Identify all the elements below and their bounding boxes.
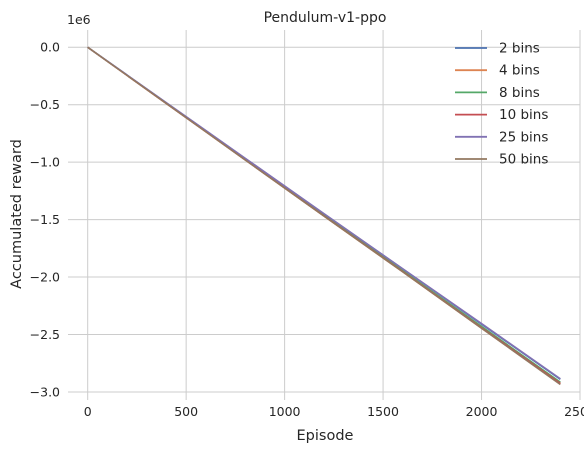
x-tick-label: 2000 (466, 404, 498, 419)
legend-label: 10 bins (499, 107, 548, 123)
y-tick-label: −2.5 (30, 327, 60, 342)
x-tick-label: 0 (84, 404, 92, 419)
legend: 2 bins 4 bins 8 bins 10 bins 25 bins 50 bins (455, 41, 548, 168)
y-offset-label: 1e6 (67, 12, 91, 27)
x-tick-label: 1500 (367, 404, 399, 419)
y-tick-label: −1.0 (30, 155, 60, 170)
y-axis-label: Accumulated reward (9, 139, 25, 289)
x-tick-label: 500 (174, 404, 198, 419)
chart-title: Pendulum-v1-ppo (264, 10, 387, 26)
x-tick-label: 1000 (269, 404, 301, 419)
y-tick-label: −2.0 (30, 270, 60, 285)
y-tick-labels: 0.0 −0.5 −1.0 −1.5 −2.0 −2.5 −3.0 (30, 40, 60, 400)
legend-label: 25 bins (499, 129, 548, 145)
legend-label: 8 bins (499, 85, 540, 101)
x-axis-label: Episode (297, 428, 354, 444)
legend-label: 50 bins (499, 152, 548, 168)
legend-label: 2 bins (499, 41, 540, 57)
y-tick-label: −1.5 (30, 212, 60, 227)
y-tick-label: 0.0 (40, 40, 60, 55)
legend-label: 4 bins (499, 63, 540, 79)
series-line (87, 46, 561, 386)
y-tick-label: −0.5 (30, 97, 60, 112)
grid (68, 30, 581, 400)
y-tick-label: −3.0 (30, 384, 60, 399)
series-lines (87, 46, 561, 386)
